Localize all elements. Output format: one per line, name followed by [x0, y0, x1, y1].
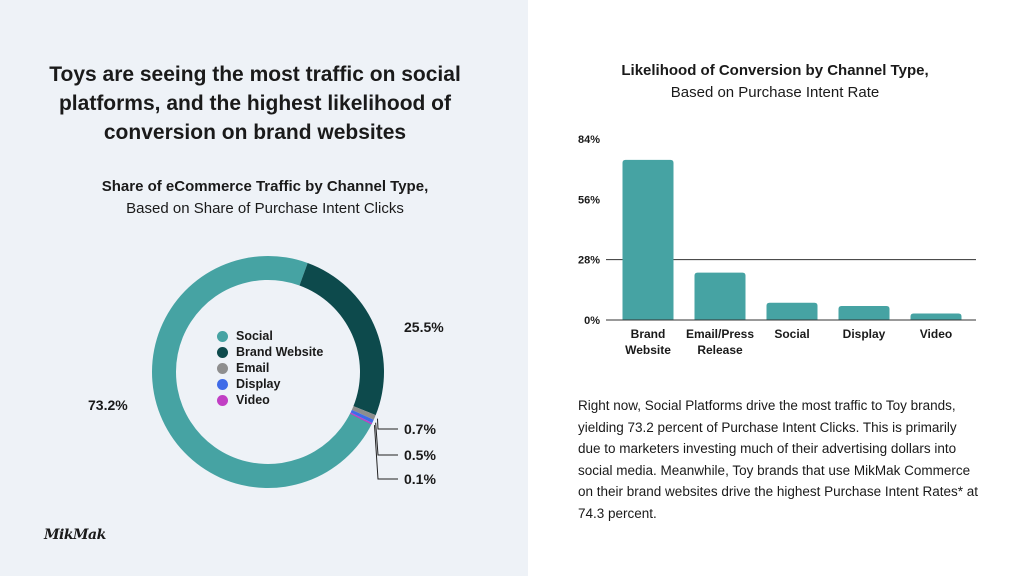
x-tick-label: Social: [774, 327, 809, 341]
page-headline: Toys are seeing the most traffic on soci…: [49, 63, 461, 144]
legend-label-video: Video: [236, 393, 270, 407]
donut-slice-brand-website: [299, 262, 384, 416]
legend-swatch-display: [217, 378, 228, 390]
bar-email-press-release: [694, 272, 746, 320]
y-tick-label: 84%: [578, 134, 600, 146]
body-paragraph: Right now, Social Platforms drive the mo…: [578, 398, 978, 521]
x-tick-label: Website: [625, 343, 671, 357]
mikmak-logo: MikMak: [44, 527, 106, 543]
legend-swatch-brand-website: [217, 346, 228, 358]
bar-video: [910, 313, 962, 320]
legend-item-brand-website: Brand Website: [217, 344, 323, 360]
bar-title-line1: Likelihood of Conversion by Channel Type…: [621, 62, 929, 79]
donut-slice-email: [351, 406, 376, 420]
bar-social: [766, 302, 818, 320]
y-tick-label: 0%: [584, 315, 600, 327]
y-tick-label: 56%: [578, 194, 600, 206]
bar-chart-title: Likelihood of Conversion by Channel Type…: [560, 60, 990, 104]
right-panel: [528, 0, 1024, 576]
donut-title-line1: Share of eCommerce Traffic by Channel Ty…: [101, 178, 429, 195]
x-tick-label: Display: [843, 327, 886, 341]
leader-line-video: [373, 425, 398, 480]
bar-brand-website: [622, 159, 674, 320]
legend-label-display: Display: [236, 377, 281, 391]
x-tick-label: Brand: [631, 327, 666, 341]
legend-swatch-video: [217, 394, 228, 406]
x-tick-label: Email/Press: [686, 327, 754, 341]
pct-label-brand-website: 25.5%: [404, 319, 444, 335]
donut-chart: [151, 256, 398, 488]
legend-label-social: Social: [236, 329, 273, 343]
bar-subtitle: Based on Purchase Intent Rate: [670, 84, 880, 101]
pct-label-email: 0.7%: [404, 421, 436, 437]
legend-item-display: Display: [217, 376, 323, 392]
bar-display: [838, 305, 890, 320]
legend-item-email: Email: [217, 360, 323, 376]
legend-label-brand-website: Brand Website: [236, 345, 324, 359]
pct-label-social: 73.2%: [88, 397, 128, 413]
donut-slice-display: [350, 409, 374, 424]
legend-label-email: Email: [236, 361, 270, 375]
donut-chart-title: Share of eCommerce Traffic by Channel Ty…: [60, 176, 470, 220]
pct-label-display: 0.5%: [404, 447, 436, 463]
pct-label-video: 0.1%: [404, 471, 436, 487]
donut-slice-video: [350, 412, 373, 425]
donut-subtitle: Based on Share of Purchase Intent Clicks: [126, 200, 404, 217]
leader-line-email: [376, 418, 398, 430]
x-tick-label: Video: [920, 327, 952, 341]
y-tick-label: 28%: [578, 255, 600, 267]
donut-legend: Social Brand Website Email Display Video: [217, 328, 323, 408]
legend-item-social: Social: [217, 328, 323, 344]
legend-swatch-email: [217, 362, 228, 374]
legend-item-video: Video: [217, 392, 323, 408]
legend-swatch-social: [217, 330, 228, 342]
leader-line-display: [375, 422, 398, 456]
x-tick-label: Release: [697, 343, 743, 357]
